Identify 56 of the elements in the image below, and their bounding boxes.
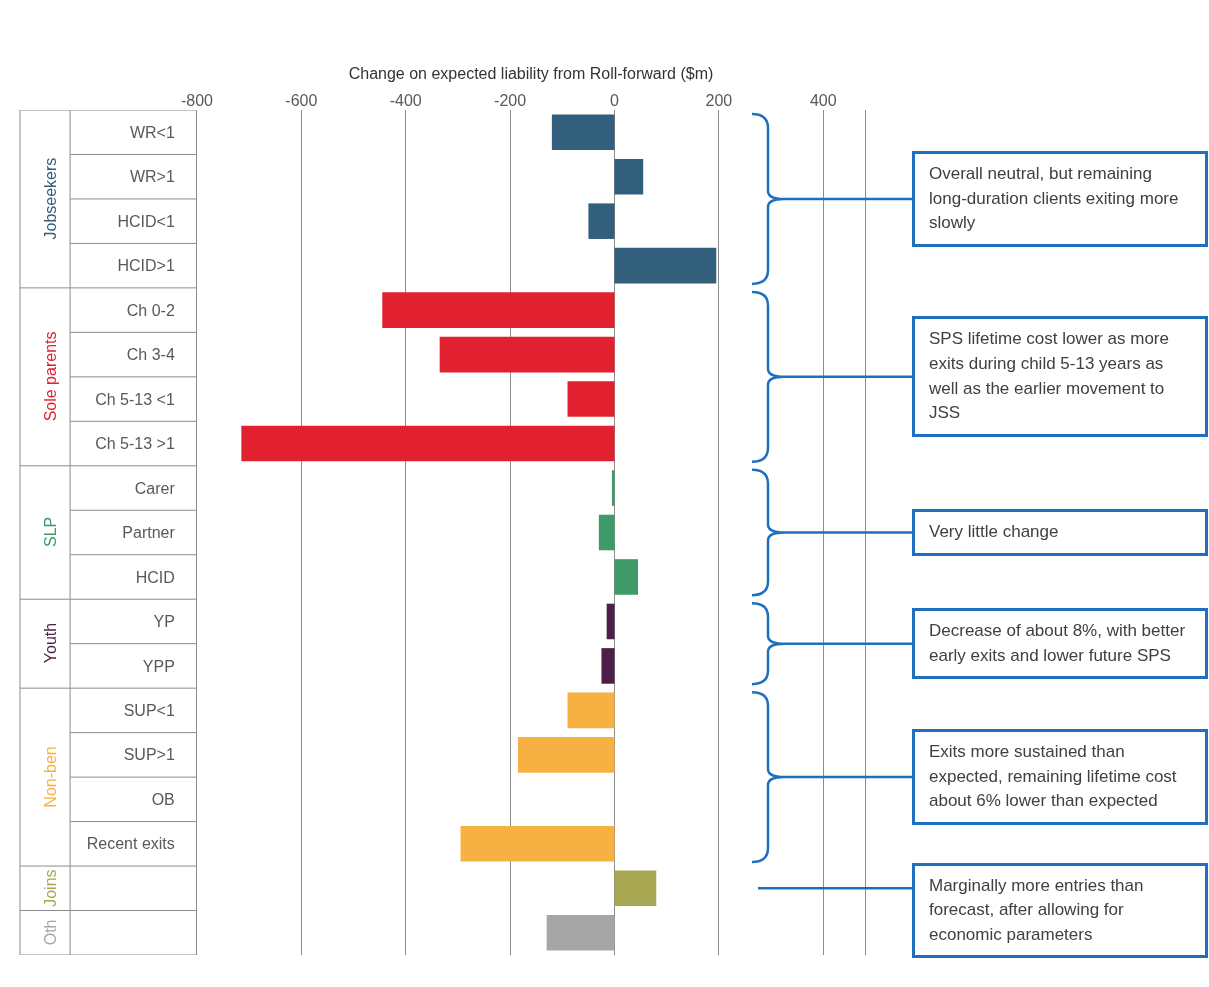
x-tick-label: 200 <box>705 91 733 109</box>
bar <box>606 603 615 640</box>
text-box: SPS lifetime cost lower as more exits during child 5-13 years as well as the earlier movement to JSS <box>912 316 1208 437</box>
y-tick-label: OB <box>151 790 175 808</box>
y-tick-label: Partner <box>122 524 176 542</box>
y-tick-label: SUP<1 <box>123 701 175 719</box>
x-tick-label: -200 <box>494 91 527 109</box>
y-tick-label: WR<1 <box>129 123 175 141</box>
text: Oth <box>41 919 59 946</box>
x-tick-label: 400 <box>809 91 837 109</box>
bar <box>551 114 615 151</box>
text-box: Overall neutral, but remaining long-duration clients exiting more slowly <box>912 150 1208 247</box>
y-tick-label: Carer <box>134 479 176 497</box>
bar <box>567 692 615 729</box>
bar <box>588 203 615 239</box>
text-box: Very little change <box>912 509 1208 556</box>
y-tick-label: WR>1 <box>129 168 175 186</box>
text: Youth <box>41 622 59 664</box>
x-tick-label: -400 <box>389 91 422 109</box>
bar <box>601 648 615 684</box>
bar <box>598 514 615 551</box>
bar <box>546 914 615 951</box>
bar <box>614 158 644 195</box>
text: Joins <box>42 869 60 907</box>
y-tick-label: SUP>1 <box>123 746 175 764</box>
bar <box>460 826 615 862</box>
bar <box>241 425 615 462</box>
y-tick-label: Ch 3-4 <box>126 346 175 364</box>
y-tick-label: Ch 5-13 >1 <box>95 435 175 453</box>
y-tick-label: HCID>1 <box>117 257 175 275</box>
bar <box>517 737 615 773</box>
y-tick-label: Recent exits <box>86 835 175 853</box>
x-tick-label: -600 <box>285 91 318 109</box>
bar <box>567 381 615 417</box>
bar <box>614 247 717 284</box>
y-tick-label: YP <box>153 613 175 631</box>
bar <box>614 870 657 907</box>
text: Sole parents <box>41 331 59 422</box>
y-tick-label: HCID<1 <box>117 212 175 230</box>
bar <box>382 292 615 328</box>
text-box: Decrease of about 8%, with better early exits and lower future SPS <box>912 608 1208 680</box>
text: SLP <box>42 516 60 548</box>
x-axis-title: Change on expected liability from Roll-forward ($m) <box>348 64 714 82</box>
y-tick-label: Ch 0-2 <box>126 301 175 319</box>
bar <box>611 470 615 506</box>
text: Jobseekers <box>41 157 59 240</box>
bar <box>614 559 638 595</box>
text-box: Exits more sustained than expected, remaining lifetime cost about 6% lower than expected <box>912 729 1208 825</box>
bar <box>439 336 615 373</box>
x-tick-label: -800 <box>180 91 214 109</box>
text-box: Marginally more entries than forecast, after allowing for economic parameters <box>912 862 1208 959</box>
y-tick-label: HCID <box>135 568 175 586</box>
y-tick-label: YPP <box>142 657 175 675</box>
y-tick-label: Ch 5-13 <1 <box>95 390 175 408</box>
text: Non-ben <box>42 746 60 808</box>
x-tick-label: 0 <box>610 91 620 109</box>
